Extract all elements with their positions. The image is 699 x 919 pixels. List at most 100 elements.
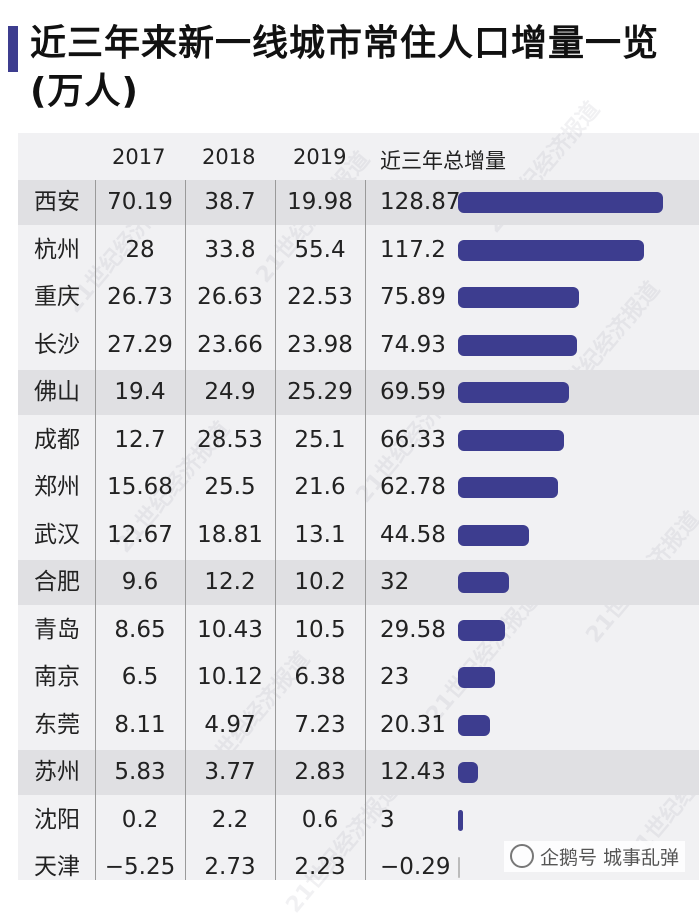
city-label: 青岛 [34,616,80,643]
value-2018: 33.8 [204,236,256,263]
total-bar [458,857,460,878]
value-2017: 5.83 [114,759,166,785]
table-row: 杭州 28 33.8 55.4 117.2 [18,228,699,273]
value-2019: 23.98 [287,331,353,358]
value-total: 12.43 [380,759,446,785]
value-2019: 25.29 [287,379,353,405]
value-2018: 12.2 [204,569,256,595]
footer-credit: 企鹅号 城事乱弹 [503,841,685,872]
total-bar [458,762,478,783]
value-total: 32 [380,569,410,595]
table-row: 东莞 8.11 4.97 7.23 20.31 [18,703,699,748]
total-bar [458,619,506,641]
city-label: 重庆 [34,284,80,310]
total-bar [458,429,564,451]
value-total: 3 [380,806,395,833]
value-2019: 2.23 [294,854,346,880]
total-bar [458,287,579,308]
value-2017: 12.67 [107,521,173,548]
total-bar [458,524,529,546]
city-label: 东莞 [34,711,80,738]
city-label: 长沙 [34,331,80,358]
table-row: 合肥 9.6 12.2 10.2 32 [18,560,699,605]
value-2019: 19.98 [287,189,353,215]
footer-text: 企鹅号 城事乱弹 [539,847,679,869]
table-row: 南京 6.5 10.12 6.38 23 [18,655,699,700]
city-label: 佛山 [34,379,80,405]
total-bar [458,572,509,593]
value-2017: 26.73 [107,284,173,310]
column-divider [95,180,96,880]
penguin-logo-icon [509,844,534,868]
value-2017: 0.2 [121,806,159,833]
table-row: 重庆 26.73 26.63 22.53 75.89 [18,275,699,320]
column-divider [365,180,366,880]
value-2018: 2.73 [204,854,256,880]
value-2017: 19.4 [114,379,166,405]
value-2017: 9.6 [121,569,159,595]
total-bar [458,667,495,688]
value-2018: 18.81 [197,521,263,548]
column-divider [185,180,186,880]
table-row: 郑州 15.68 25.5 21.6 62.78 [18,465,699,510]
value-2019: 7.23 [294,711,346,738]
value-total: 20.31 [380,711,446,738]
value-2019: 6.38 [294,664,346,690]
city-label: 郑州 [34,474,80,500]
value-2019: 10.5 [294,616,346,643]
header-2017: 2017 [112,145,166,169]
value-2017: −5.25 [104,854,176,880]
value-total: 66.33 [380,426,446,453]
value-total: 128.87 [380,189,461,215]
city-label: 杭州 [34,236,80,263]
city-label: 沈阳 [34,806,80,833]
city-label: 苏州 [34,759,80,785]
value-2017: 6.5 [121,664,159,690]
table-row: 佛山 19.4 24.9 25.29 69.59 [18,370,699,415]
value-2018: 25.5 [204,474,256,500]
value-total: 69.59 [380,379,446,405]
value-total: 23 [380,664,410,690]
value-2017: 28 [125,236,155,263]
value-2017: 12.7 [114,426,166,453]
header-total: 近三年总增量 [380,149,506,173]
page-title: 近三年来新一线城市常住人口增量一览(万人) [30,23,660,112]
header-2019: 2019 [293,145,347,169]
value-2018: 10.12 [197,664,263,690]
value-total: 74.93 [380,331,446,358]
value-2019: 2.83 [294,759,346,785]
value-2019: 22.53 [287,284,353,310]
total-bar [458,477,558,498]
table-row: 苏州 5.83 3.77 2.83 12.43 [18,750,699,795]
value-2018: 24.9 [204,379,256,405]
city-label: 合肥 [34,569,80,595]
value-2017: 70.19 [107,189,173,215]
value-total: 29.58 [380,616,446,643]
value-2017: 15.68 [107,474,173,500]
column-divider [275,180,276,880]
city-label: 武汉 [34,521,80,548]
city-label: 南京 [34,664,80,690]
city-label: 成都 [34,426,80,453]
value-2018: 26.63 [197,284,263,310]
total-bar [458,714,491,736]
value-2019: 13.1 [294,521,346,548]
total-bar [458,382,569,403]
table-row: 西安 70.19 38.7 19.98 128.87 [18,180,699,225]
value-2018: 3.77 [204,759,256,785]
value-2018: 38.7 [204,189,256,215]
table-row: 天津 −5.25 2.73 2.23 −0.29 [18,845,699,890]
value-2018: 28.53 [197,426,263,453]
value-2018: 10.43 [197,616,263,643]
value-2017: 8.11 [114,711,166,738]
value-total: 44.58 [380,521,446,548]
value-total: 75.89 [380,284,446,310]
value-total: 117.2 [380,236,446,263]
city-label: 天津 [34,854,80,880]
table-row: 青岛 8.65 10.43 10.5 29.58 [18,608,699,653]
total-bar [458,239,645,261]
value-2019: 25.1 [294,426,346,453]
value-2019: 0.6 [301,806,339,833]
city-label: 西安 [34,189,80,215]
value-2019: 10.2 [294,569,346,595]
